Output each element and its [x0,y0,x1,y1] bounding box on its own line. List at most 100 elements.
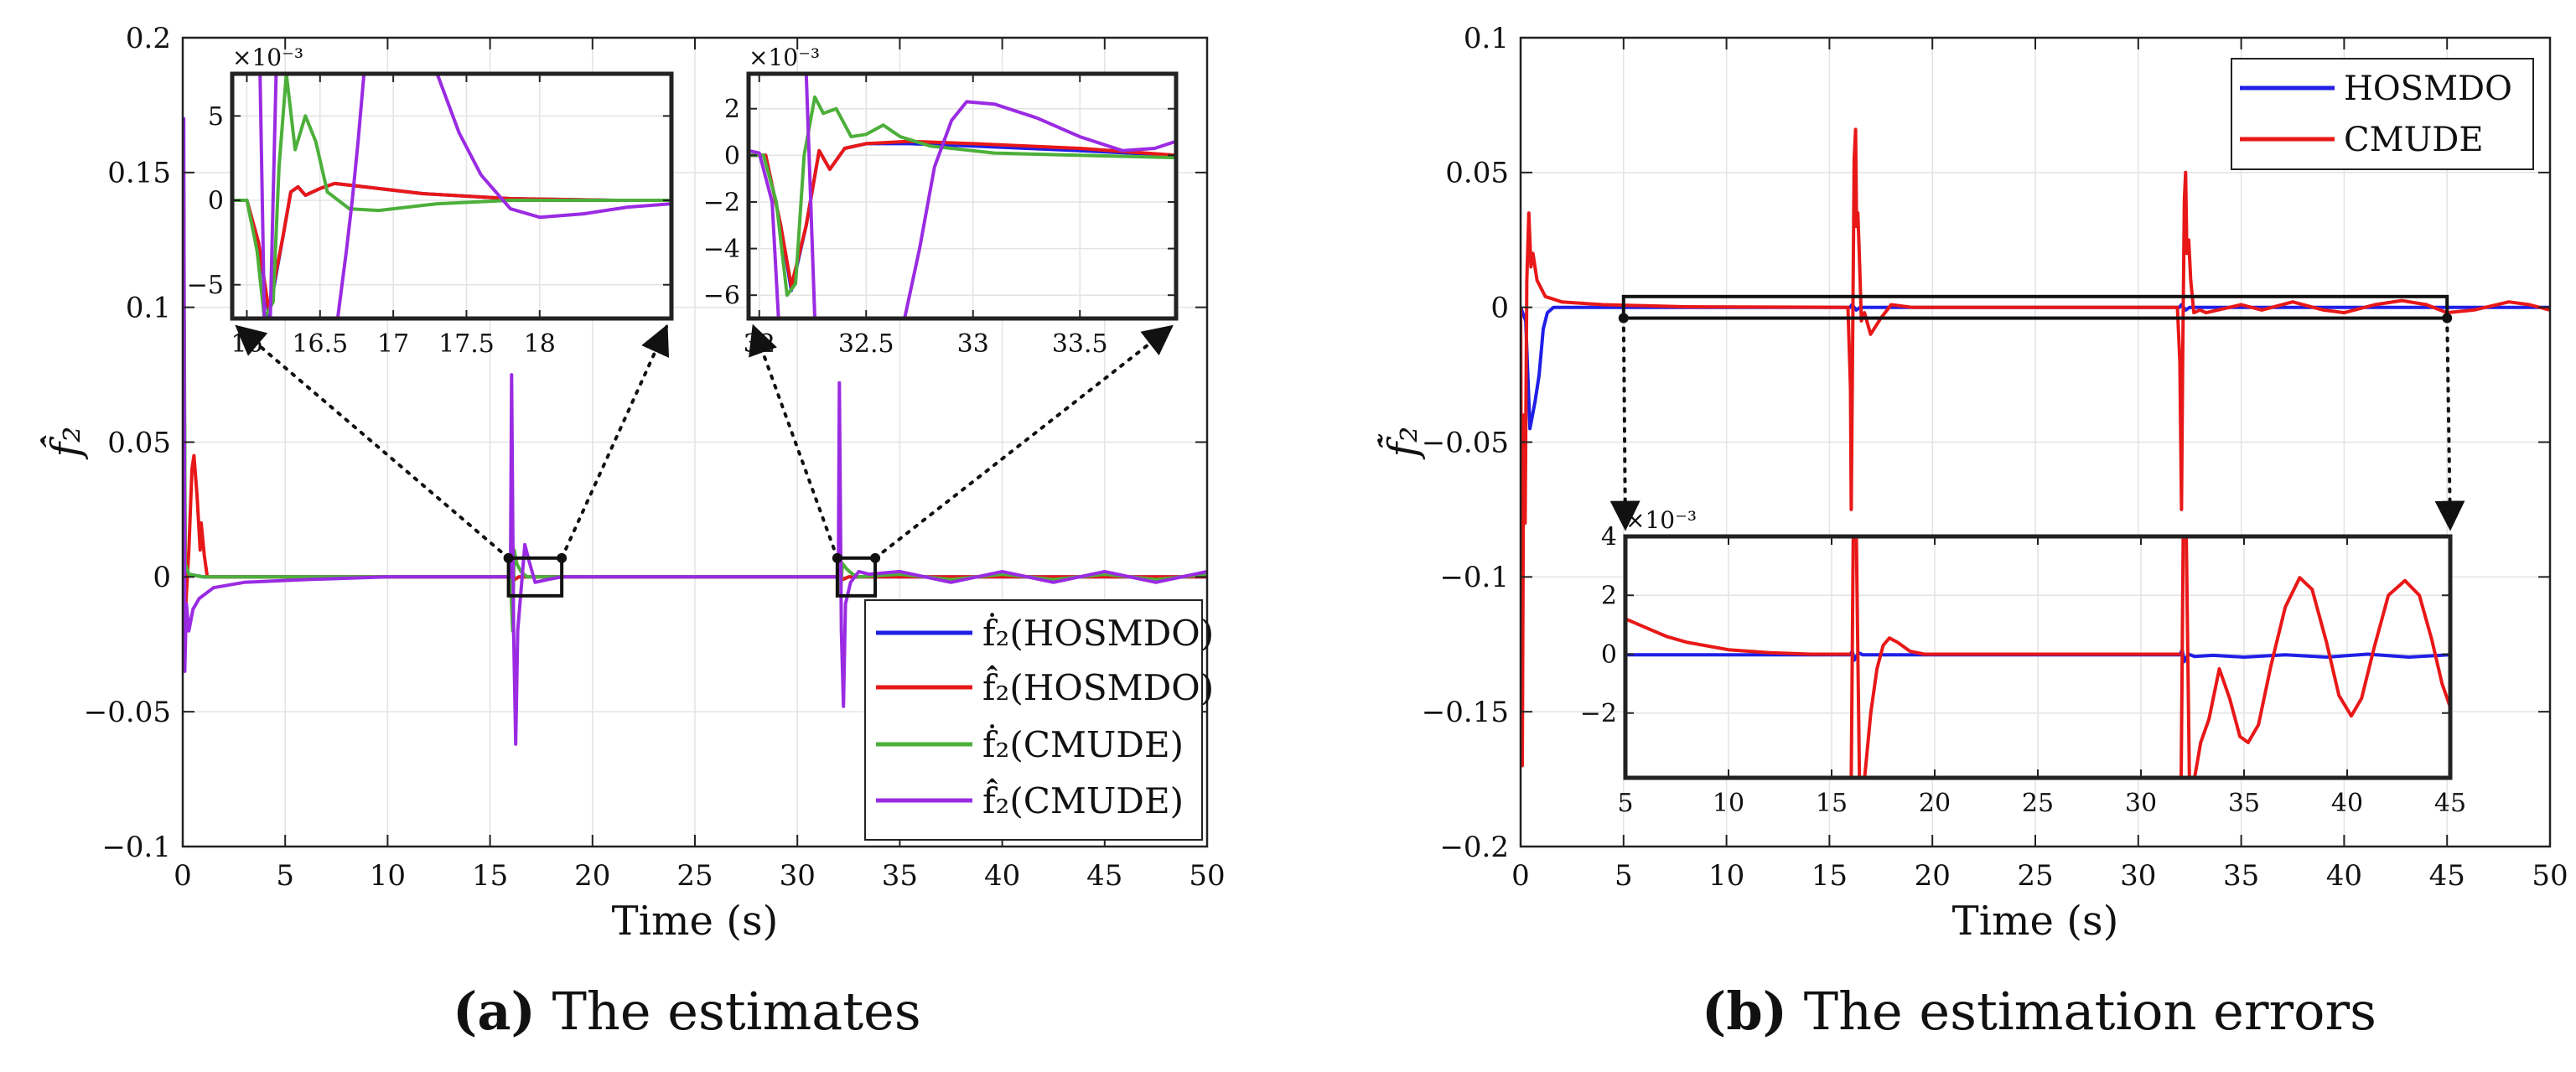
x-tick-label: 40 [2331,789,2363,818]
x-tick-label: 30 [2125,789,2157,818]
series-line-cmude-segment [2185,536,2191,778]
series-line-cmude-estimate [749,148,780,318]
series-line-cmude-estimate-segment [903,100,1176,318]
x-tick-label: 33.5 [1052,329,1108,359]
y-tick-label: 0.2 [126,22,171,55]
chart-b-zoom-boxes [1609,294,2465,531]
zoom-connector-arrow [749,324,839,560]
y-tick-label: −4 [703,235,740,264]
y-tick-label: 0 [208,187,224,216]
series-line-cmude-estimate [183,117,1207,746]
x-tick-label: 16 [231,329,262,359]
x-tick-label: 35 [882,859,918,893]
inset-exponent-label: ×10⁻³ [1625,506,1697,534]
legend-label-cmude-estimate: f̂̇₂(CMUDE) [982,778,1184,821]
series-line-cmude-true [749,95,1176,298]
y-tick-label: −0.2 [1439,831,1509,864]
y-tick-label: 0.1 [1464,22,1509,55]
caption-b: (b) The estimation errors [1702,981,2376,1042]
x-tick-label: 16.5 [292,329,348,359]
zoom-connector-arrow [2434,316,2465,531]
y-tick-label: −6 [703,282,740,311]
chart-a-legend: ḟ₂(HOSMDO) f̂̇₂(HOSMDO) ḟ₂(CMUDE) f̂̇₂(C… [864,599,1214,841]
x-tick-label: 20 [1919,789,1951,818]
inset-ticks: 16 16.5 17 17.5 18 −5 0 5 [187,74,671,359]
series-line-cmude-segment [1863,636,2180,778]
series-line-cmude-estimate-segment [804,74,816,318]
chart-a-ylabel: f̂̇₂ [39,426,90,459]
caption-a-letter: (a) [453,981,536,1042]
chart-a-zoom-boxes [235,324,1174,598]
x-tick-label: 15 [472,859,508,893]
inset-series [232,74,671,318]
x-tick-label: 33 [957,329,989,359]
chart-b-series [1521,127,2550,768]
zoom-inset: 32 32.5 33 33.5 −6 −4 −2 0 2 ×10⁻³ [703,44,1179,359]
x-tick-label: 5 [1617,789,1633,818]
y-tick-label: 2 [724,95,740,124]
inset-series [749,74,1176,318]
zoom-connector-arrow [873,324,1174,560]
zoom-region-box [835,556,878,598]
y-tick-label: 0 [1490,292,1509,325]
y-tick-label: −2 [703,188,740,217]
y-tick-label: 0.05 [1445,157,1509,190]
chart-b-insets: 5 10 15 20 25 30 35 40 45 −2 0 2 4 ×10⁻³ [1580,506,2466,818]
x-tick-label: 45 [2429,859,2465,893]
y-tick-label: −5 [187,271,224,300]
caption-a: (a) The estimates [453,981,921,1042]
caption-a-text: The estimates [552,981,921,1042]
x-tick-label: 40 [984,859,1020,893]
y-tick-label: 0 [1601,640,1617,670]
chart-panel-b: 0 5 10 15 20 25 30 35 40 45 50−0.2−0.15−0.1−0.0500… [1376,22,2568,945]
x-tick-label: 35 [2223,859,2259,893]
inset-ticks: 32 32.5 33 33.5 −6 −4 −2 0 2 [703,74,1176,359]
y-tick-label: 2 [1601,582,1617,611]
series-line-cmude [1521,127,2550,768]
chart-b-ticks: 0 5 10 15 20 25 30 35 40 45 50−0.2−0.15−0.1−0.0500… [1422,22,2568,893]
chart-b-ylabel: f̃̇₂ [1376,426,1427,459]
inset-background [749,74,1176,318]
inset-frame [1623,534,2453,780]
chart-a-series [183,117,1207,746]
y-tick-label: −0.05 [84,696,171,729]
zoom-region-box [1621,294,2449,320]
x-tick-label: 30 [2120,859,2156,893]
zoom-connector-arrow [235,324,511,560]
chart-b-legend: HOSMDO CMUDE [2231,58,2534,170]
legend-label-hosmdo: HOSMDO [2344,70,2512,108]
x-tick-label: 17 [377,329,409,359]
zoom-inset: 5 10 15 20 25 30 35 40 45 −2 0 2 4 ×10⁻³ [1580,506,2466,818]
x-tick-label: 25 [676,859,713,893]
x-tick-label: 45 [1086,859,1122,893]
x-tick-label: 40 [2326,859,2362,893]
zoom-connector-arrow [1609,316,1640,531]
x-tick-label: 20 [1915,859,1951,893]
chart-a-xlabel: Time (s) [612,898,779,945]
legend-label-cmude-true: ḟ₂(CMUDE) [982,723,1184,765]
x-tick-label: 50 [1189,859,1225,893]
x-tick-label: 0 [174,859,192,893]
x-tick-label: 0 [1511,859,1530,893]
inset-frame [230,71,674,321]
caption-b-text: The estimation errors [1803,981,2376,1042]
series-line-cmude-segment [2193,576,2450,778]
x-tick-label: 5 [1615,859,1633,893]
x-tick-label: 17.5 [438,329,495,359]
x-tick-label: 15 [1816,789,1848,818]
x-tick-label: 32.5 [838,329,894,359]
chart-a-ticks: 0 5 10 15 20 25 30 35 40 45 50−0.1−0.0500.050.10.1… [84,22,1226,893]
series-line-cmude-estimate [258,74,267,318]
legend-label-hosmdo-true: ḟ₂(HOSMDO) [982,612,1214,654]
zoom-region-box [506,556,564,598]
legend-label-cmude: CMUDE [2344,121,2484,159]
y-tick-label: 0 [153,561,171,594]
inset-frame [746,71,1179,321]
series-line-cmude-estimate-segment [335,74,366,318]
series-line-cmude-segment [1849,536,1855,778]
x-tick-label: 25 [2017,859,2053,893]
y-tick-label: −0.1 [101,831,171,864]
y-tick-label: 4 [1601,523,1617,552]
inset-ticks: 5 10 15 20 25 30 35 40 45 −2 0 2 4 [1580,523,2466,819]
x-tick-label: 20 [574,859,610,893]
